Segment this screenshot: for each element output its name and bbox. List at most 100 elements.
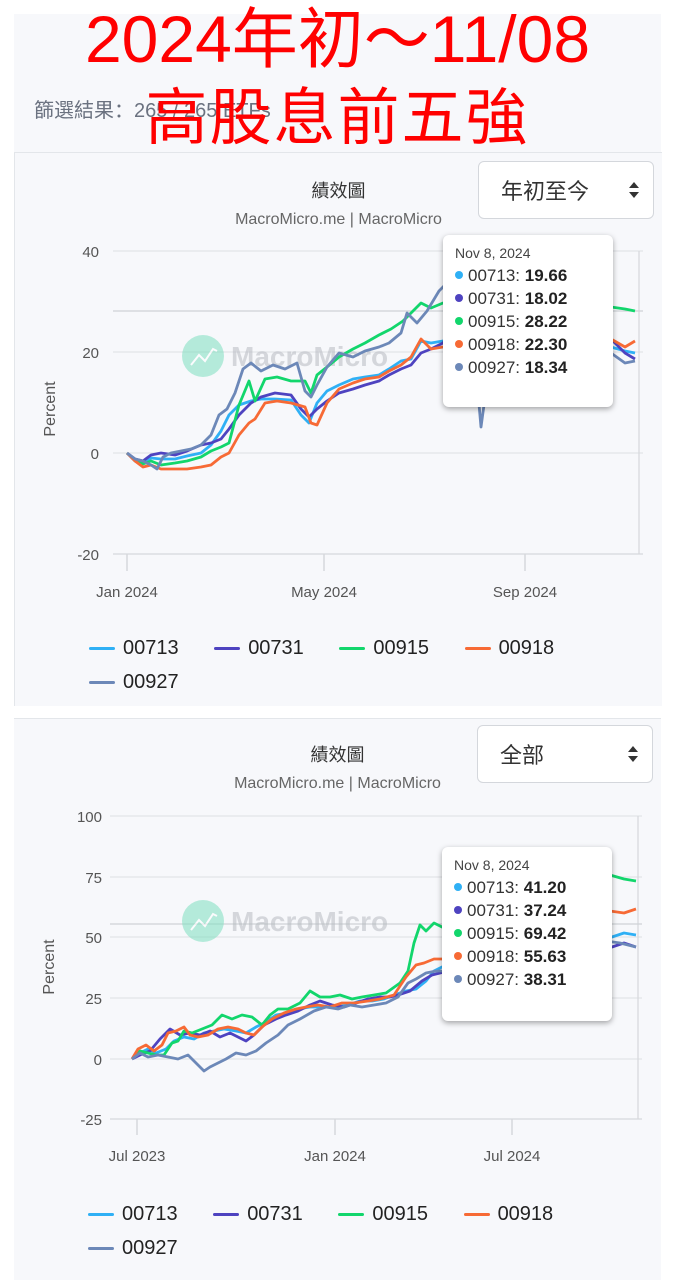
tooltip-series-name: 00918	[467, 947, 515, 966]
y-axis-labels: 40 20 0 -20	[77, 244, 99, 564]
tooltip-series-value: 22.30	[524, 335, 568, 354]
y-tick-label: 50	[85, 930, 102, 947]
tooltip-series-value: 18.34	[524, 358, 568, 377]
legend-line-icon	[88, 1212, 114, 1216]
tooltip-series-name: 00713	[467, 878, 515, 897]
y-tick-label: -20	[77, 547, 99, 564]
x-tick-label: Jan 2024	[304, 1148, 366, 1165]
tooltip-row: 00713: 19.66	[455, 264, 601, 287]
y-tick-label: 0	[94, 1052, 102, 1069]
tooltip-date: Nov 8, 2024	[455, 245, 531, 261]
legend-item-00927[interactable]: 00927	[89, 665, 179, 699]
tooltip-row: 00915: 69.42	[454, 922, 600, 945]
legend-label: 00918	[498, 636, 555, 659]
legend-line-icon	[89, 646, 115, 650]
tooltip-date: Nov 8, 2024	[454, 857, 530, 873]
chart-subtitle: MacroMicro.me | MacroMicro	[234, 775, 441, 792]
legend-label: 00731	[247, 1202, 303, 1225]
x-ticks	[126, 554, 526, 571]
tooltip-series-value: 37.24	[523, 901, 567, 920]
legend-item-00915[interactable]: 00915	[339, 631, 429, 665]
filter-result-text: 篩選結果：265 / 265 ETFs	[34, 100, 271, 122]
range-select[interactable]: 全部	[477, 725, 653, 783]
y-tick-label: -25	[80, 1112, 102, 1129]
y-tick-label: 25	[85, 991, 102, 1008]
chart-tooltip: Nov 8, 2024 00713: 41.20 00731: 37.24 00…	[442, 847, 612, 1021]
tooltip-row: 00927: 18.34	[455, 356, 601, 379]
tooltip-series-value: 19.66	[524, 266, 568, 285]
legend-label: 00731	[248, 636, 304, 659]
macromicro-watermark: MacroMicro	[182, 335, 388, 377]
tooltip-series-name: 00915	[467, 924, 515, 943]
series-dot-icon	[455, 316, 463, 325]
y-axis-title: Percent	[42, 381, 59, 437]
watermark-text: MacroMicro	[231, 906, 388, 937]
legend-line-icon	[213, 1212, 240, 1216]
legend-item-00918[interactable]: 00918	[464, 631, 555, 665]
legend-item-00713[interactable]: 00713	[88, 1197, 178, 1231]
y-tick-label: 20	[82, 345, 99, 362]
legend-line-icon	[464, 646, 491, 650]
legend-line-icon	[338, 1212, 365, 1216]
series-dot-icon	[454, 928, 462, 937]
tooltip-series-name: 00927	[468, 358, 516, 377]
x-axis-labels: Jan 2024 May 2024 Sep 2024	[96, 584, 557, 601]
legend-label: 00713	[122, 1202, 178, 1225]
x-tick-label: Jul 2023	[109, 1148, 166, 1165]
card-separator	[0, 706, 675, 718]
legend-line-icon	[214, 646, 241, 650]
legend-item-00918[interactable]: 00918	[463, 1197, 553, 1231]
chart-subtitle: MacroMicro.me | MacroMicro	[235, 211, 442, 228]
y-tick-label: 40	[82, 244, 99, 261]
range-select-value: 全部	[500, 743, 545, 768]
overlay-title-top5: 高股息前五強	[145, 84, 530, 153]
series-dot-icon	[454, 951, 462, 960]
x-tick-label: May 2024	[291, 584, 357, 601]
legend-label: 00915	[372, 1202, 428, 1225]
legend-item-00927[interactable]: 00927	[88, 1231, 178, 1265]
chart-legend: 00713 00731 00915 00918 00927	[89, 631, 649, 699]
y-axis-labels: 100 75 50 25 0 -25	[77, 809, 102, 1129]
tooltip-series-value: 38.31	[523, 970, 567, 989]
macromicro-watermark: MacroMicro	[182, 900, 388, 942]
tooltip-row: 00918: 22.30	[455, 333, 601, 356]
legend-item-00713[interactable]: 00713	[89, 631, 179, 665]
legend-line-icon	[463, 1212, 490, 1216]
y-tick-label: 75	[85, 870, 102, 887]
legend-label: 00915	[373, 636, 429, 659]
tooltip-row: 00731: 18.02	[455, 287, 601, 310]
series-dot-icon	[455, 293, 463, 302]
series-dot-icon	[455, 270, 463, 279]
range-select-value: 年初至今	[501, 179, 590, 204]
chart-tooltip: Nov 8, 2024 00713: 19.66 00731: 18.02 00…	[443, 235, 613, 407]
legend-line-icon	[339, 646, 366, 650]
legend-line-icon	[88, 1246, 114, 1250]
legend-item-00731[interactable]: 00731	[213, 1197, 303, 1231]
x-tick-label: Jan 2024	[96, 584, 158, 601]
legend-item-00915[interactable]: 00915	[338, 1197, 428, 1231]
tooltip-series-value: 28.22	[524, 312, 568, 331]
legend-item-00731[interactable]: 00731	[214, 631, 304, 665]
tooltip-series-value: 18.02	[524, 289, 568, 308]
legend-label: 00927	[123, 670, 179, 693]
range-select[interactable]: 年初至今	[478, 161, 654, 219]
tooltip-row: 00713: 41.20	[454, 876, 600, 899]
select-arrows-icon	[629, 182, 639, 198]
chart-card-ytd: 績效圖 MacroMicro.me | MacroMicro 年初至今 40 2…	[14, 152, 662, 707]
tooltip-series-value: 69.42	[523, 924, 567, 943]
series-dot-icon	[454, 905, 462, 914]
tooltip-series-name: 00713	[468, 266, 516, 285]
y-axis-title: Percent	[41, 939, 58, 995]
tooltip-series-name: 00915	[468, 312, 516, 331]
series-dot-icon	[454, 974, 462, 983]
tooltip-series-name: 00918	[468, 335, 516, 354]
chart-card-all: 績效圖 MacroMicro.me | MacroMicro 全部 100 75…	[14, 718, 661, 1279]
y-tick-label: 0	[91, 446, 99, 463]
series-dot-icon	[454, 882, 462, 891]
tooltip-row: 00927: 38.31	[454, 968, 600, 991]
y-tick-label: 100	[77, 809, 102, 826]
chart-title: 績效圖	[311, 181, 366, 201]
tooltip-series-value: 55.63	[523, 947, 567, 966]
tooltip-series-name: 00731	[467, 901, 515, 920]
select-arrows-icon	[628, 746, 638, 762]
